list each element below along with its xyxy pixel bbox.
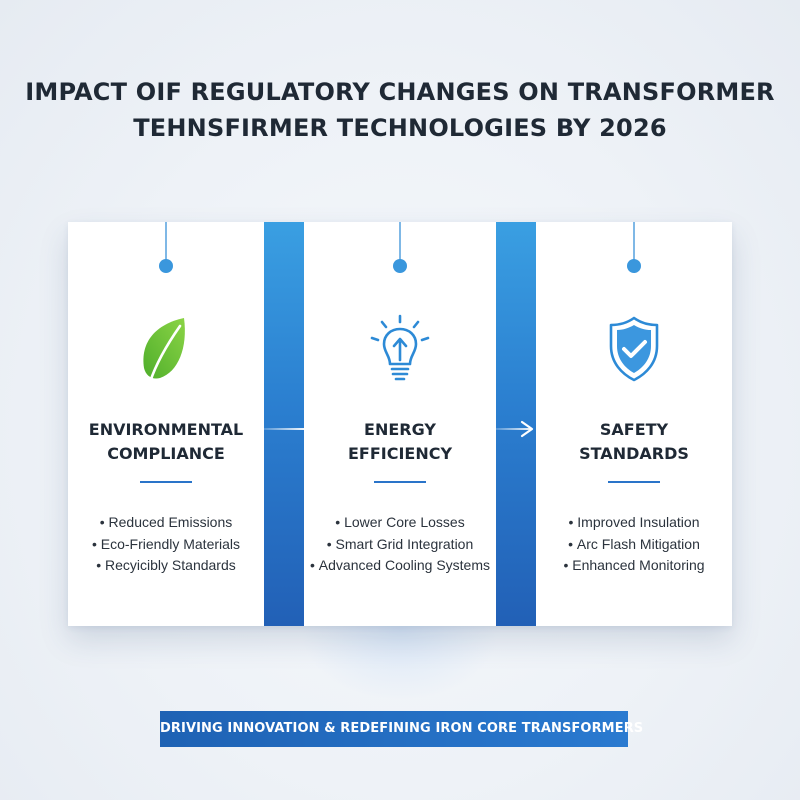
title-rule	[140, 481, 192, 483]
bullet-list: Reduced Emissions Eco-Friendly Materials…	[68, 512, 264, 577]
pin-line	[633, 222, 635, 260]
list-item: Recyicibly Standards	[68, 555, 264, 577]
title-line-1: IMPACT OIF REGULATORY CHANGES ON TRANSFO…	[25, 78, 775, 106]
title-rule	[608, 481, 660, 483]
arrow-right-icon	[520, 420, 534, 438]
card-title: ENVIRONMENTAL COMPLIANCE	[88, 420, 244, 463]
connector-line-2	[496, 428, 532, 430]
pin-dot	[159, 259, 173, 273]
lightbulb-icon	[360, 314, 440, 384]
list-item: Arc Flash Mitigation	[536, 534, 732, 556]
list-item: Advanced Cooling Systems	[304, 555, 496, 577]
card-safety-standards: SAFETY STANDARDS Improved Insulation Arc…	[536, 222, 732, 626]
bullet-list: Lower Core Losses Smart Grid Integration…	[304, 512, 496, 577]
list-item: Enhanced Monitoring	[536, 555, 732, 577]
card-energy-efficiency: ENERGY EFFICIENCY Lower Core Losses Smar…	[304, 222, 496, 626]
pin-dot	[627, 259, 641, 273]
card-title: SAFETY STANDARDS	[579, 420, 689, 463]
divider-bar-1	[264, 222, 304, 626]
list-item: Reduced Emissions	[68, 512, 264, 534]
divider-bar-2	[496, 222, 536, 626]
page-title: IMPACT OIF REGULATORY CHANGES ON TRANSFO…	[0, 74, 800, 146]
shield-check-icon	[594, 314, 674, 384]
pin-line	[165, 222, 167, 260]
list-item: Lower Core Losses	[304, 512, 496, 534]
list-item: Eco-Friendly Materials	[68, 534, 264, 556]
pin-line	[399, 222, 401, 260]
title-rule	[374, 481, 426, 483]
footer-banner: DRIVING INNOVATION & REDEFINING IRON COR…	[160, 711, 643, 747]
leaf-icon	[126, 314, 206, 384]
list-item: Improved Insulation	[536, 512, 732, 534]
pin-dot	[393, 259, 407, 273]
list-item: Smart Grid Integration	[304, 534, 496, 556]
card-title: ENERGY EFFICIENCY	[347, 420, 453, 463]
bullet-list: Improved Insulation Arc Flash Mitigation…	[536, 512, 732, 577]
card-environmental-compliance: ENVIRONMENTAL COMPLIANCE Reduced Emissio…	[68, 222, 264, 626]
connector-line-1	[264, 428, 304, 430]
title-line-2: TEHNSFIRMER TECHNOLOGIES BY 2026	[133, 114, 667, 142]
